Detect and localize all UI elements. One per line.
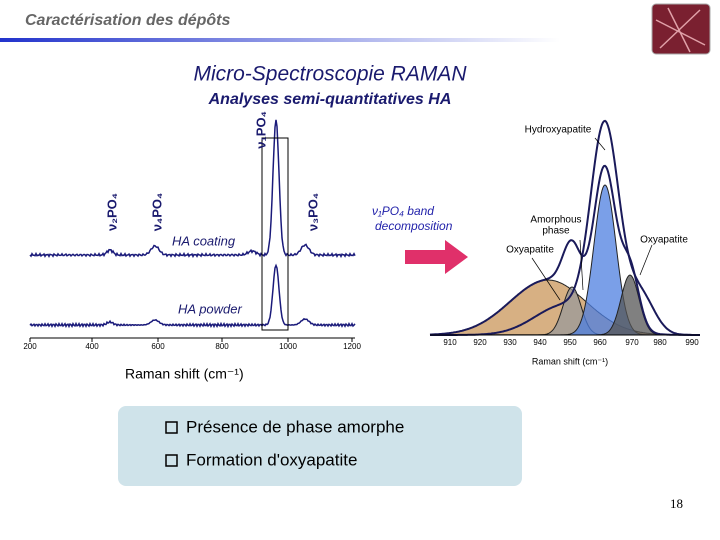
title: Micro-Spectroscopie RAMAN (193, 63, 467, 86)
x-tick-label: 930 (503, 338, 517, 347)
x-axis-label: Raman shift (cm⁻¹) (125, 366, 244, 382)
x-tick-label: 970 (625, 338, 639, 347)
peak-label: ν₃PO₄ (305, 193, 320, 231)
left-spectrum: 200 400 600 800 1000 1200 ν₂PO₄ ν₄PO₄ ν₁PO₄ ν₃PO₄… (23, 111, 361, 382)
peak-label: Amorphous (530, 215, 581, 226)
trace-label: HA powder (178, 301, 242, 316)
right-spectrum: 910 920 930 940 950 960 970 980 990 Raman shift (… (429, 119, 701, 366)
peak-label: ν₁PO₄ (253, 111, 268, 149)
trace (29, 119, 356, 259)
page-number: 18 (670, 496, 683, 511)
x-tick-label: 950 (563, 338, 577, 347)
leader (639, 244, 653, 276)
x-tick-label: 960 (593, 338, 607, 347)
trace-label: HA coating (172, 233, 236, 248)
peak-label: Hydroxyapatite (525, 125, 592, 136)
x-tick-label: 990 (685, 338, 699, 347)
leader (579, 239, 584, 291)
header-rule (0, 38, 560, 42)
logo-pattern (655, 7, 706, 53)
x-tick-label: 940 (533, 338, 547, 347)
x-tick-label: 600 (151, 342, 165, 351)
header-title: Caractérisation des dépôts (25, 12, 231, 29)
bullet-box (118, 406, 522, 486)
x-axis-label: Raman shift (cm⁻¹) (532, 356, 608, 366)
x-tick-label: 800 (215, 342, 229, 351)
x-tick-label: 910 (443, 338, 457, 347)
peak-label: Oxyapatite (506, 245, 554, 256)
bullet: Présence de phase amorphe (186, 417, 404, 436)
bullet: Formation d'oxyapatite (186, 450, 357, 469)
envelope (429, 164, 700, 336)
bullet-icon (165, 421, 178, 434)
peak-label: ν₂PO₄ (104, 193, 119, 231)
x-tick-label: 1000 (279, 342, 297, 351)
leader (531, 257, 561, 301)
x-tick-label: 920 (473, 338, 487, 347)
peak-label: Oxyapatite (640, 235, 688, 246)
arrow-label: ν₁PO₄ band (372, 204, 434, 218)
peak-label: phase (542, 226, 570, 237)
x-tick-label: 1200 (343, 342, 361, 351)
x-tick-label: 980 (653, 338, 667, 347)
subtitle: Analyses semi-quantitatives HA (208, 91, 452, 108)
leader (594, 137, 606, 151)
highlight-box (261, 137, 289, 331)
bullet-icon (165, 454, 178, 467)
peak-label: ν₄PO₄ (149, 193, 164, 231)
arrow-label: decomposition (375, 219, 453, 233)
x-tick-label: 400 (85, 342, 99, 351)
x-tick-label: 200 (23, 342, 37, 351)
trace (29, 263, 356, 329)
arrow (405, 240, 468, 274)
